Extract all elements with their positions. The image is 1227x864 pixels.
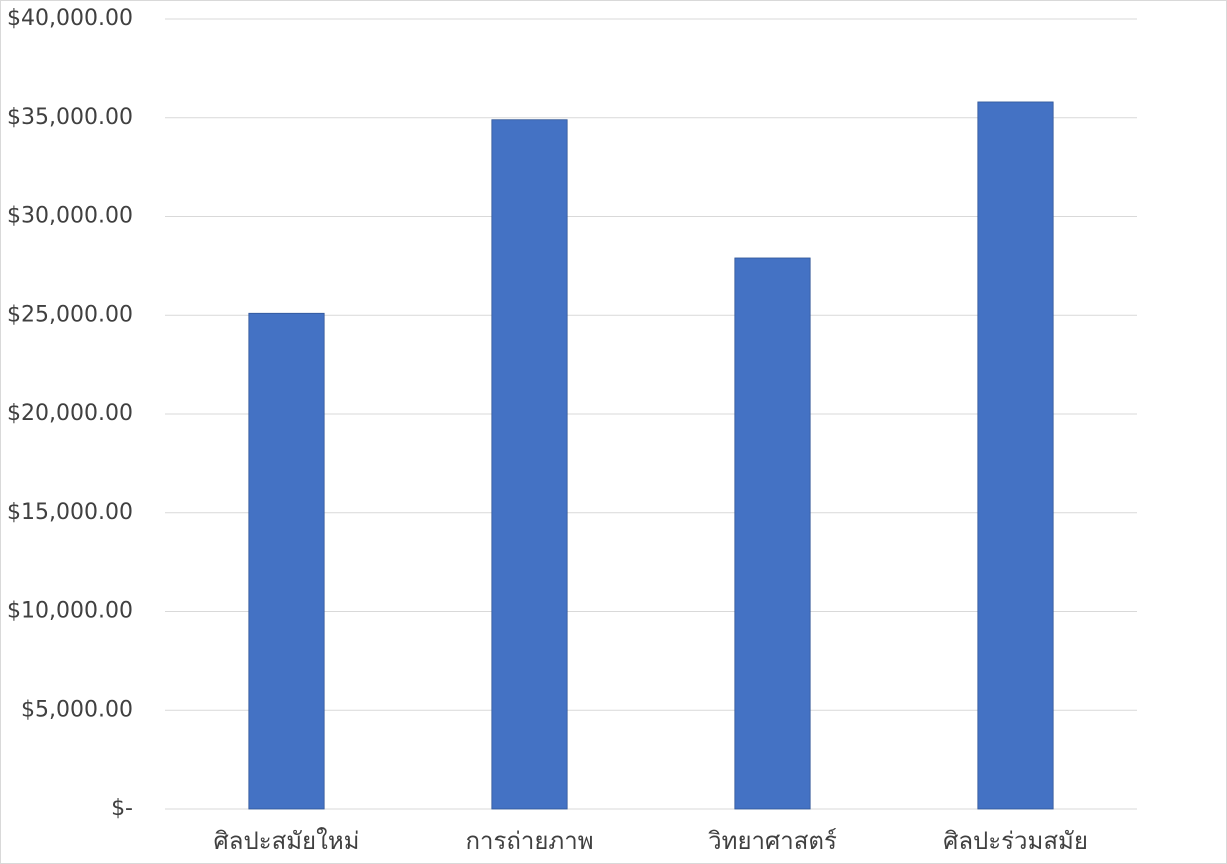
y-tick-label: $5,000.00 [21,697,133,722]
y-tick-label: $- [111,796,133,821]
x-tick-label: การถ่ายภาพ [465,827,593,855]
bar [977,101,1054,810]
y-tick-label: $30,000.00 [7,204,133,229]
y-tick-label: $20,000.00 [7,401,133,426]
bar [248,312,325,810]
y-tick-label: $25,000.00 [7,302,133,327]
x-tick-label: วิทยาศาสตร์ [708,827,837,855]
x-tick-label: ศิลปะสมัยใหม่ [214,827,360,855]
bar [734,257,811,810]
bar [491,119,568,810]
y-tick-label: $35,000.00 [7,105,133,130]
x-tick-label: ศิลปะร่วมสมัย [943,827,1088,855]
y-tick-label: $10,000.00 [7,599,133,624]
y-tick-label: $15,000.00 [7,500,133,525]
y-tick-label: $40,000.00 [7,6,133,31]
